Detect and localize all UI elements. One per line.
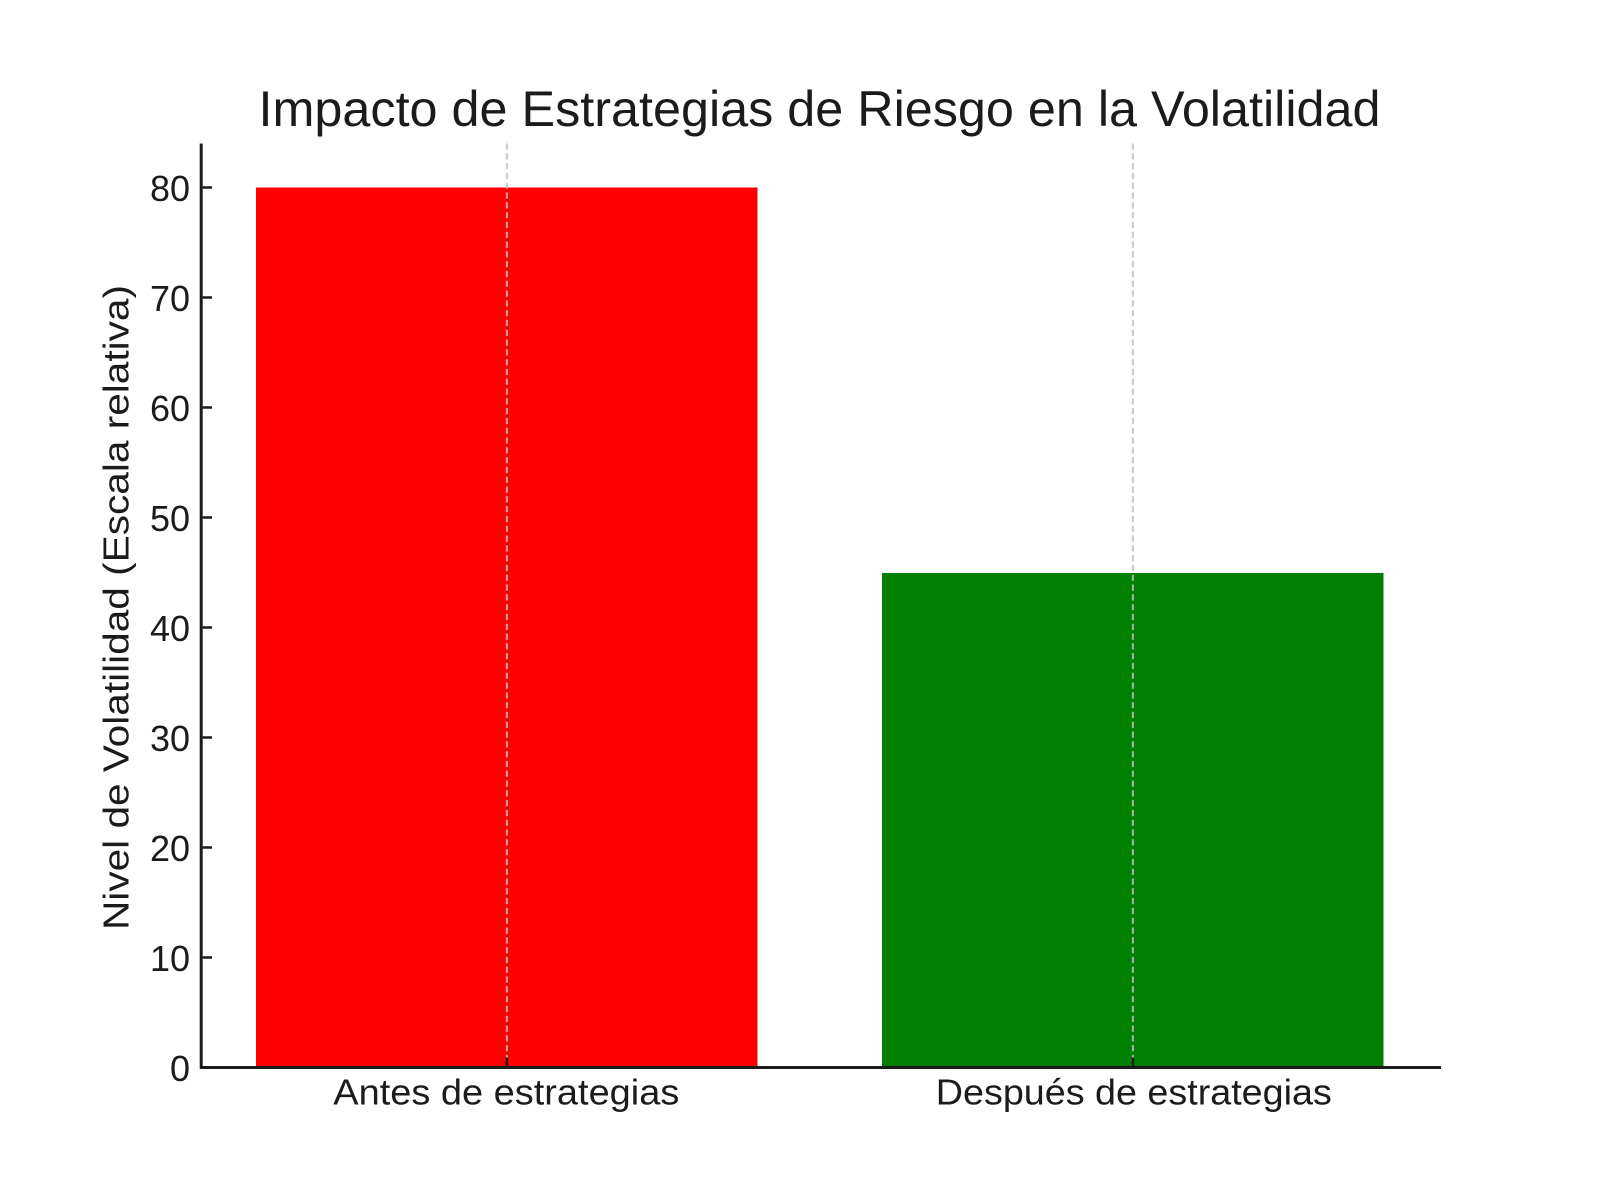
svg-text:10: 10 xyxy=(150,938,190,979)
svg-text:Antes de estrategias: Antes de estrategias xyxy=(333,1072,679,1113)
svg-text:40: 40 xyxy=(150,608,190,649)
svg-text:Nivel de Volatilidad (Escala r: Nivel de Volatilidad (Escala relativa) xyxy=(96,285,137,930)
svg-text:Impacto de Estrategias de Ries: Impacto de Estrategias de Riesgo en la V… xyxy=(259,81,1381,137)
svg-text:20: 20 xyxy=(150,828,190,869)
svg-text:50: 50 xyxy=(150,498,190,539)
svg-text:30: 30 xyxy=(150,718,190,759)
svg-text:Después de estrategias: Después de estrategias xyxy=(936,1072,1332,1113)
svg-text:0: 0 xyxy=(170,1048,190,1089)
svg-text:70: 70 xyxy=(150,278,190,319)
svg-text:60: 60 xyxy=(150,388,190,429)
svg-text:80: 80 xyxy=(150,168,190,209)
